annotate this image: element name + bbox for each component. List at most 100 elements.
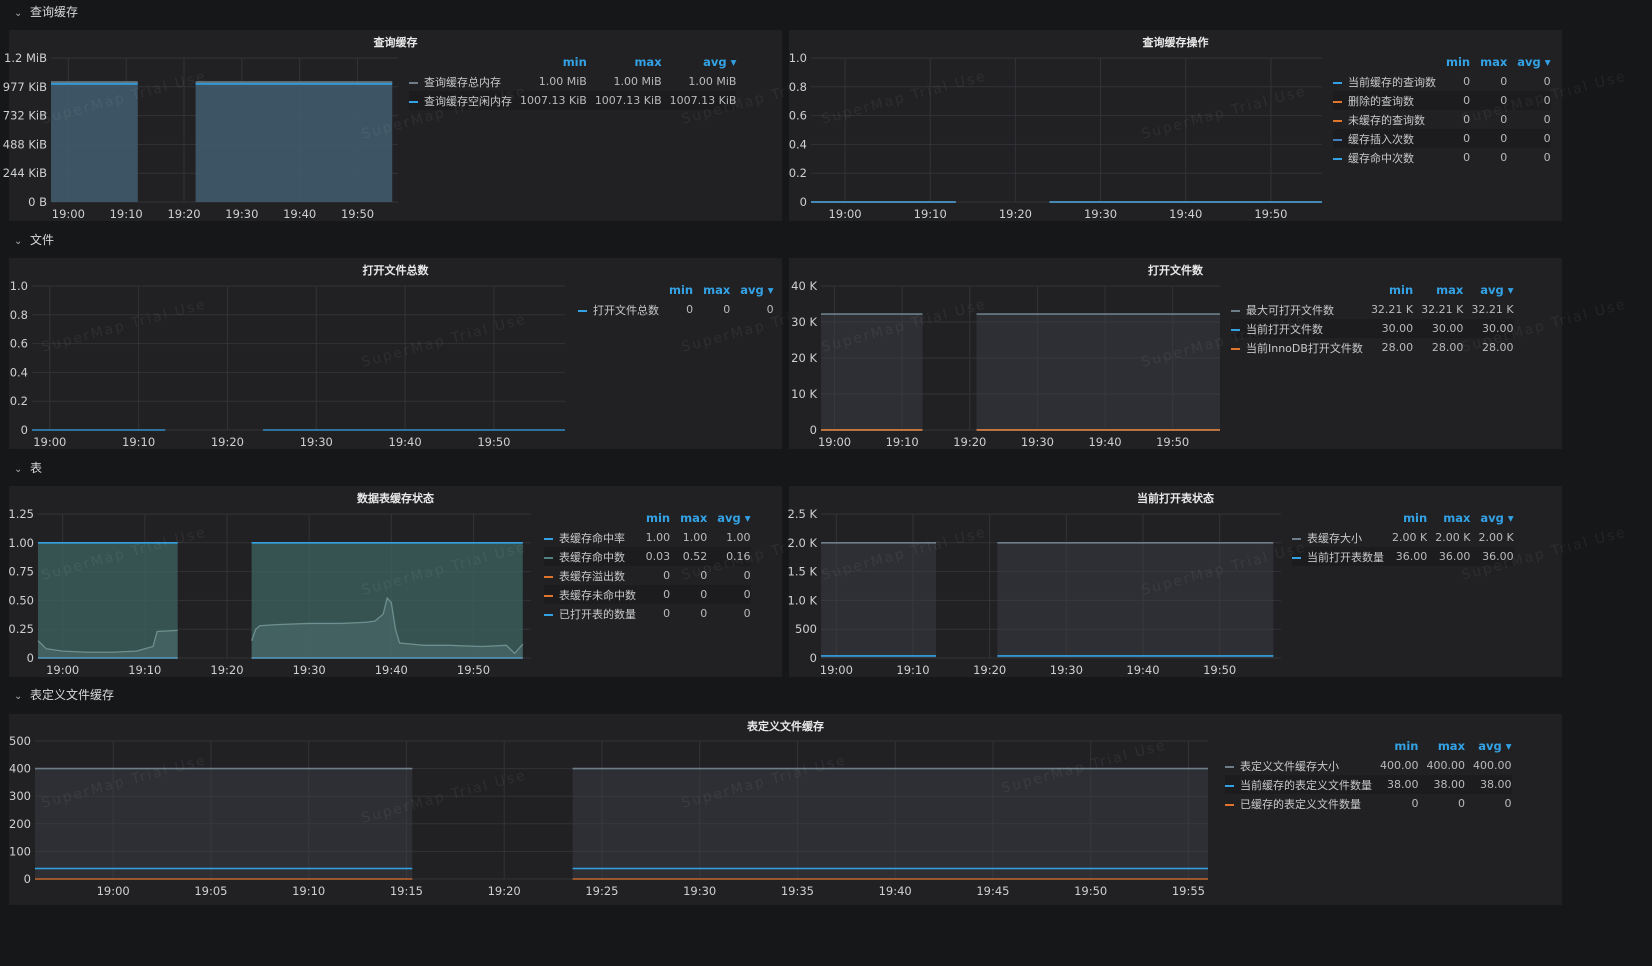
legend-row[interactable]: 表缓存大小 2.00 K 2.00 K 2.00 K bbox=[1292, 528, 1514, 547]
legend-row[interactable]: 缓存命中次数 0 0 0 bbox=[1333, 148, 1551, 167]
row-title: 表定义文件缓存 bbox=[30, 688, 115, 702]
legend-series-name: 表定义文件缓存大小 bbox=[1240, 759, 1339, 773]
chart-legend: min max avg ▾ 当前缓存的查询数 0 0 0 删除的查询数 0 0 0 未缓存的查询数 0 0… bbox=[1333, 52, 1551, 167]
legend-row[interactable]: 当前InnoDB打开文件数 28.00 28.00 28.00 bbox=[1231, 338, 1514, 357]
legend-row[interactable]: 当前缓存的查询数 0 0 0 bbox=[1333, 72, 1551, 91]
row-header-table-definition-cache[interactable]: ⌄ 表定义文件缓存 bbox=[0, 684, 114, 706]
legend-max-value: 400.00 bbox=[1426, 759, 1466, 772]
legend-sort-min[interactable]: min bbox=[669, 283, 694, 297]
x-tick-label: 19:30 bbox=[1021, 435, 1054, 449]
legend-sort-max[interactable]: max bbox=[680, 511, 708, 525]
legend-min-value: 0 bbox=[1411, 797, 1419, 810]
x-tick-label: 19:50 bbox=[1203, 663, 1236, 677]
legend-sort-avg[interactable]: avg ▾ bbox=[1478, 739, 1512, 753]
legend-swatch bbox=[1225, 784, 1234, 787]
legend-sort-max[interactable]: max bbox=[1436, 283, 1464, 297]
legend-row[interactable]: 当前打开文件数 30.00 30.00 30.00 bbox=[1231, 319, 1514, 338]
legend-sort-max[interactable]: max bbox=[1437, 739, 1465, 753]
legend-header-spacer bbox=[409, 52, 512, 72]
row-header-tables[interactable]: ⌄ 表 bbox=[0, 457, 42, 479]
y-tick-label: 0.4 bbox=[10, 365, 28, 379]
x-tick-label: 19:50 bbox=[1074, 884, 1107, 898]
legend-row[interactable]: 缓存插入次数 0 0 0 bbox=[1333, 129, 1551, 148]
panel-table-definition-cache[interactable]: 表定义文件缓存 0 100 200 300 400 500 19:00 19:05 19:10 1… bbox=[9, 714, 1562, 905]
y-tick-label: 0.75 bbox=[8, 565, 34, 579]
chevron-down-icon: ⌄ bbox=[14, 464, 23, 475]
legend-row[interactable]: 已缓存的表定义文件数量 0 0 0 bbox=[1225, 794, 1512, 813]
legend-series-name: 当前缓存的查询数 bbox=[1348, 75, 1436, 89]
legend-sort-avg[interactable]: avg ▾ bbox=[740, 283, 774, 297]
y-tick-label: 30 K bbox=[791, 315, 817, 329]
legend-avg-value: 1.00 MiB bbox=[688, 75, 737, 88]
chart-plot: 0 100 200 300 400 500 19:00 19:05 19:10 19:15 19:2… bbox=[9, 734, 1208, 898]
legend-sort-avg[interactable]: avg ▾ bbox=[1480, 511, 1514, 525]
row-header-query-cache[interactable]: ⌄ 查询缓存 bbox=[0, 1, 78, 23]
row-header-files[interactable]: ⌄ 文件 bbox=[0, 229, 54, 251]
x-tick-label: 19:40 bbox=[1169, 207, 1202, 221]
legend-sort-max[interactable]: max bbox=[1443, 511, 1471, 525]
series-area bbox=[251, 598, 523, 658]
y-tick-label: 0.2 bbox=[789, 166, 807, 180]
legend-sort-min[interactable]: min bbox=[1394, 739, 1419, 753]
y-tick-label: 1.25 bbox=[8, 507, 34, 521]
legend-sort-max[interactable]: max bbox=[1480, 55, 1508, 69]
legend-max-value: 28.00 bbox=[1431, 341, 1464, 354]
legend-series-name: 打开文件总数 bbox=[593, 303, 659, 317]
legend-swatch bbox=[1225, 803, 1234, 806]
legend-sort-avg[interactable]: avg ▾ bbox=[717, 511, 751, 525]
legend-row[interactable]: 表缓存未命中数 0 0 0 bbox=[544, 585, 751, 604]
legend-row[interactable]: 删除的查询数 0 0 0 bbox=[1333, 91, 1551, 110]
legend-avg-value: 28.00 bbox=[1482, 341, 1514, 354]
legend-sort-avg[interactable]: avg ▾ bbox=[703, 55, 737, 69]
panel-table-cache-status[interactable]: 数据表缓存状态 0 0.25 0.50 0.75 1.00 1.25 19:00 19:10 1… bbox=[8, 486, 848, 677]
series-area bbox=[821, 314, 923, 430]
panel-query-cache-operations[interactable]: 查询缓存操作 0 0.2 0.4 0.6 0.8 1.0 19:00 19:10 19:20 19… bbox=[789, 30, 1628, 221]
legend-sort-min[interactable]: min bbox=[562, 55, 587, 69]
legend-row[interactable]: 打开文件总数 0 0 0 bbox=[578, 300, 774, 319]
legend-sort-max[interactable]: max bbox=[703, 283, 731, 297]
x-tick-label: 19:50 bbox=[1156, 435, 1189, 449]
legend-row[interactable]: 查询缓存空闲内存 1007.13 KiB 1007.13 KiB 1007.13 Ki… bbox=[409, 91, 737, 110]
legend-series-name: 当前缓存的表定义文件数量 bbox=[1240, 778, 1372, 792]
legend-row[interactable]: 当前缓存的表定义文件数量 38.00 38.00 38.00 bbox=[1225, 775, 1512, 794]
legend-row[interactable]: 查询缓存总内存 1.00 MiB 1.00 MiB 1.00 MiB bbox=[409, 72, 736, 91]
chart-plot: 0 0.2 0.4 0.6 0.8 1.0 19:00 19:10 19:20 19:30 19:4… bbox=[10, 279, 565, 449]
legend-min-value: 0 bbox=[663, 569, 671, 582]
panel-open-tables-status[interactable]: 当前打开表状态 0 500 1.0 K 1.5 K 2.0 K 2.5 K 19:00 19:… bbox=[788, 486, 1628, 677]
panel-open-files-total[interactable]: 打开文件总数 0 0.2 0.4 0.6 0.8 1.0 19:00 19:10 19:20 19… bbox=[9, 258, 848, 449]
legend-sort-min[interactable]: min bbox=[1403, 511, 1428, 525]
legend-sort-avg[interactable]: avg ▾ bbox=[1480, 283, 1514, 297]
legend-avg-value: 30.00 bbox=[1463, 319, 1514, 338]
panel-query-cache-memory[interactable]: 查询缓存 0 B 244 KiB 488 KiB 732 KiB 977 KiB 1.2 … bbox=[3, 30, 848, 221]
legend-min-value: 38.00 bbox=[1372, 775, 1419, 794]
legend-row[interactable]: 表缓存命中数 0.03 0.52 0.16 bbox=[544, 547, 751, 566]
legend-row[interactable]: 最大可打开文件数 32.21 K 32.21 K 32.21 K bbox=[1231, 300, 1514, 319]
legend-min-value: 0 bbox=[1463, 113, 1471, 126]
x-tick-label: 19:30 bbox=[683, 884, 716, 898]
legend-row[interactable]: 当前打开表数量 36.00 36.00 36.00 bbox=[1292, 547, 1514, 566]
legend-swatch bbox=[1292, 537, 1301, 540]
row-title: 表 bbox=[30, 461, 43, 475]
row-title: 文件 bbox=[30, 233, 55, 247]
legend-row[interactable]: 表定义文件缓存大小 400.00 400.00 400.00 bbox=[1225, 756, 1512, 775]
legend-max-value: 0 bbox=[723, 303, 731, 316]
panel-open-files[interactable]: 打开文件数 0 10 K 20 K 30 K 40 K 19:00 19:10 19:20 19… bbox=[789, 258, 1628, 449]
legend-max-value: 2.00 K bbox=[1435, 531, 1471, 544]
series-area bbox=[51, 82, 138, 202]
legend-min-value: 0 bbox=[1463, 75, 1471, 88]
legend-sort-min[interactable]: min bbox=[1389, 283, 1414, 297]
legend-row[interactable]: 已打开表的数量 0 0 0 bbox=[544, 604, 751, 623]
legend-sort-avg[interactable]: avg ▾ bbox=[1517, 55, 1551, 69]
legend-row[interactable]: 表缓存命中率 1.00 1.00 1.00 bbox=[544, 528, 751, 547]
x-tick-label: 19:20 bbox=[488, 884, 521, 898]
x-tick-label: 19:50 bbox=[341, 207, 374, 221]
legend-max-value: 0 bbox=[700, 607, 708, 620]
legend-sort-min[interactable]: min bbox=[1446, 55, 1471, 69]
legend-sort-max[interactable]: max bbox=[634, 55, 662, 69]
legend-series-name: 查询缓存总内存 bbox=[424, 75, 501, 89]
legend-swatch bbox=[1225, 765, 1234, 768]
legend-row[interactable]: 表缓存溢出数 0 0 0 bbox=[544, 566, 751, 585]
legend-row[interactable]: 未缓存的查询数 0 0 0 bbox=[1333, 110, 1551, 129]
legend-sort-min[interactable]: min bbox=[646, 511, 671, 525]
x-tick-label: 19:15 bbox=[390, 884, 423, 898]
